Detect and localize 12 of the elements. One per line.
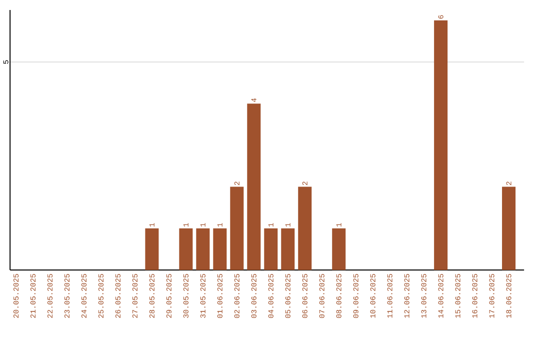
bar [434, 20, 448, 270]
bar [213, 228, 227, 270]
bar [264, 228, 278, 270]
bar [298, 186, 312, 270]
bar [230, 186, 244, 270]
bar [247, 104, 261, 270]
bar [281, 228, 295, 270]
bar [196, 228, 210, 270]
bar [145, 228, 159, 270]
bar [179, 228, 193, 270]
bar [332, 228, 346, 270]
bar [502, 186, 516, 270]
